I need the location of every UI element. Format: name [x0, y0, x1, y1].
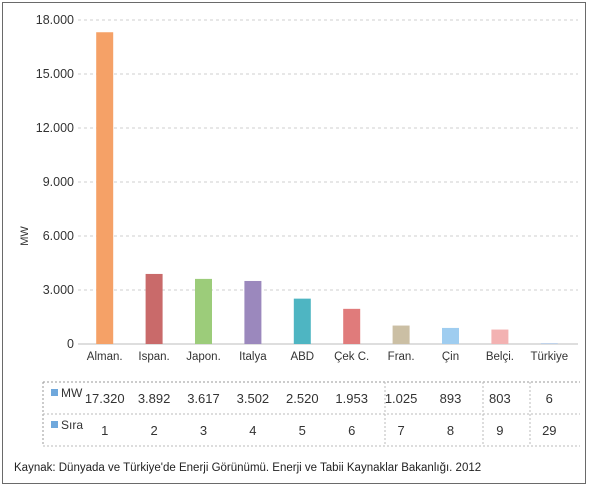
y-tick-label: 18.000 — [36, 13, 74, 27]
table-cell: 1.025 — [385, 391, 418, 406]
table-cell: 6 — [546, 391, 553, 406]
x-tick-label: Belçi. — [486, 351, 514, 363]
y-tick-label: 9.000 — [43, 175, 74, 189]
y-tick-label: 6.000 — [43, 229, 74, 243]
table-cell: 1.953 — [335, 391, 368, 406]
table-cell: 3.892 — [138, 391, 171, 406]
table-cell: 2 — [150, 423, 157, 438]
table-cell: 7 — [397, 423, 404, 438]
bar — [244, 280, 262, 344]
table-cell: 4 — [249, 423, 256, 438]
legend-swatch — [51, 421, 58, 428]
table-cell: 803 — [489, 391, 511, 406]
table-cell: 17.320 — [85, 391, 125, 406]
x-tick-label: Çek C. — [334, 351, 369, 363]
y-tick-label: 12.000 — [36, 121, 74, 135]
bar — [540, 343, 558, 344]
legend-swatch — [51, 389, 58, 396]
x-axis-ticks: Alman. Ispan. Japon. Italya ABD Çek C. Fran. Çi… — [87, 351, 568, 363]
y-tick-label: 3.000 — [43, 283, 74, 297]
table-cell: 8 — [447, 423, 454, 438]
bar — [96, 32, 114, 345]
table-cell: 893 — [440, 391, 462, 406]
y-axis-ticks: 18.000 15.000 12.000 9.000 6.000 3.000 0 — [36, 13, 74, 351]
source-note: Kaynak: Dünyada ve Türkiye'de Enerji Gör… — [14, 462, 481, 474]
bar — [442, 327, 459, 344]
bar — [293, 298, 311, 344]
data-table: MW 17.320 3.892 3.617 3.502 2.520 1.953 1.025 89… — [42, 381, 580, 447]
bar — [145, 273, 163, 344]
y-axis-label: MW — [19, 226, 31, 246]
table-cell: 3.617 — [187, 391, 220, 406]
x-tick-label: Alman. — [87, 351, 123, 363]
bars — [96, 32, 558, 345]
x-tick-label: Italya — [239, 351, 267, 363]
y-tick-label: 15.000 — [36, 67, 74, 81]
bar — [392, 325, 410, 344]
x-tick-label: Fran. — [388, 351, 415, 363]
table-cell: 3 — [200, 423, 207, 438]
bar — [195, 278, 212, 344]
table-cell: 5 — [299, 423, 306, 438]
bar — [343, 308, 361, 344]
table-cell: 6 — [348, 423, 355, 438]
x-tick-label: Ispan. — [138, 351, 169, 363]
table-cell: 3.502 — [237, 391, 270, 406]
y-tick-label: 0 — [67, 337, 74, 351]
table-cell: 1 — [101, 423, 108, 438]
table-row-label: MW — [61, 386, 83, 400]
x-tick-label: Japon. — [186, 351, 221, 363]
x-tick-label: Türkiye — [530, 351, 568, 363]
table-row-label: Sıra — [61, 418, 83, 432]
table-cell: 29 — [542, 423, 556, 438]
gridlines — [78, 19, 578, 291]
bar — [491, 329, 509, 344]
x-tick-label: ABD — [290, 351, 314, 363]
table-cell: 9 — [496, 423, 503, 438]
x-tick-label: Çin — [442, 351, 459, 363]
table-cell: 2.520 — [286, 391, 319, 406]
